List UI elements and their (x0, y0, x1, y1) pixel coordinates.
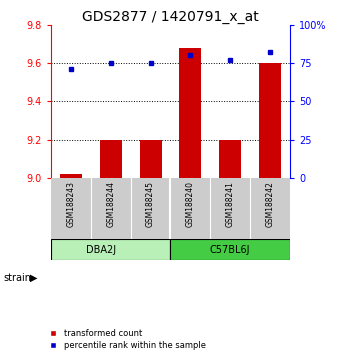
Text: GSM188244: GSM188244 (106, 181, 115, 227)
Bar (259, 63, 281, 178)
Bar (170, 239, 290, 260)
Text: GSM188245: GSM188245 (146, 181, 155, 227)
Text: strain: strain (3, 273, 31, 283)
Legend: transformed count, percentile rank within the sample: transformed count, percentile rank withi… (45, 329, 206, 350)
Bar (140, 140, 162, 178)
Bar (51, 239, 170, 260)
Text: DBA2J: DBA2J (86, 245, 116, 255)
Bar (179, 48, 201, 178)
Text: GSM188240: GSM188240 (186, 181, 195, 227)
Bar (219, 140, 241, 178)
Text: GSM188241: GSM188241 (226, 181, 235, 227)
Text: ▶: ▶ (30, 273, 38, 283)
Text: GSM188242: GSM188242 (265, 181, 275, 227)
Text: C57BL6J: C57BL6J (210, 245, 250, 255)
Text: GSM188243: GSM188243 (66, 181, 76, 227)
Bar (60, 174, 82, 178)
Title: GDS2877 / 1420791_x_at: GDS2877 / 1420791_x_at (82, 10, 259, 24)
Bar (100, 140, 122, 178)
